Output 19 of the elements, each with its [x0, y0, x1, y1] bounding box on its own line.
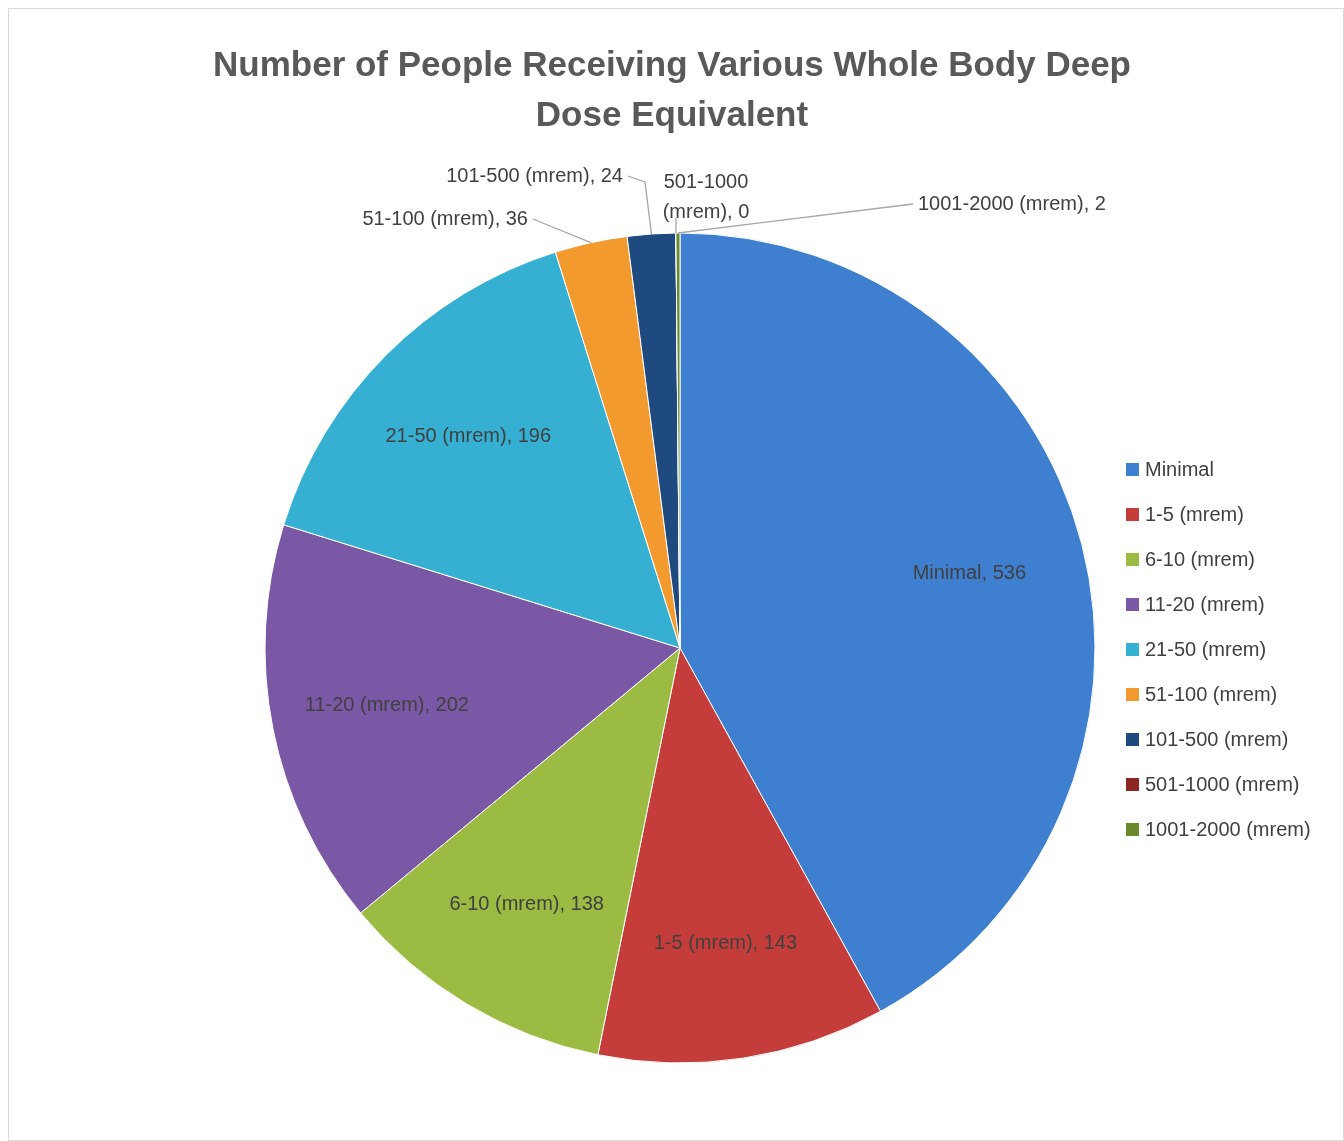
- data-label: 1001-2000 (mrem), 2: [918, 192, 1106, 214]
- data-label: 21-50 (mrem), 196: [385, 424, 552, 447]
- chart-title: Number of People Receiving Various Whole Body Deep Dose Equivalent: [213, 44, 1131, 133]
- text: 501-1000 (mrem), 0: [662, 170, 750, 222]
- legend-label: 1-5 (mrem): [1145, 503, 1244, 525]
- legend-label: 6-10 (mrem): [1145, 548, 1256, 570]
- legend-label: 21-50 (mrem): [1145, 638, 1267, 660]
- legend-label: 101-500 (mrem): [1145, 728, 1289, 750]
- legend-label: 501-1000 (mrem): [1145, 773, 1300, 795]
- legend-label: Minimal: [1145, 458, 1214, 480]
- data-label: Minimal, 536: [912, 560, 1027, 583]
- legend-label: 51-100 (mrem): [1145, 683, 1278, 705]
- data-label: 11-20 (mrem), 202: [304, 693, 469, 716]
- data-label: 1-5 (mrem), 143: [653, 930, 798, 953]
- data-label: 6-10 (mrem), 138: [449, 891, 604, 914]
- legend-label: 1001-2000 (mrem): [1145, 818, 1311, 840]
- data-label: 101-500 (mrem), 24: [446, 164, 623, 186]
- legend-label: 11-20 (mrem): [1145, 593, 1265, 615]
- data-label: 51-100 (mrem), 36: [362, 207, 528, 229]
